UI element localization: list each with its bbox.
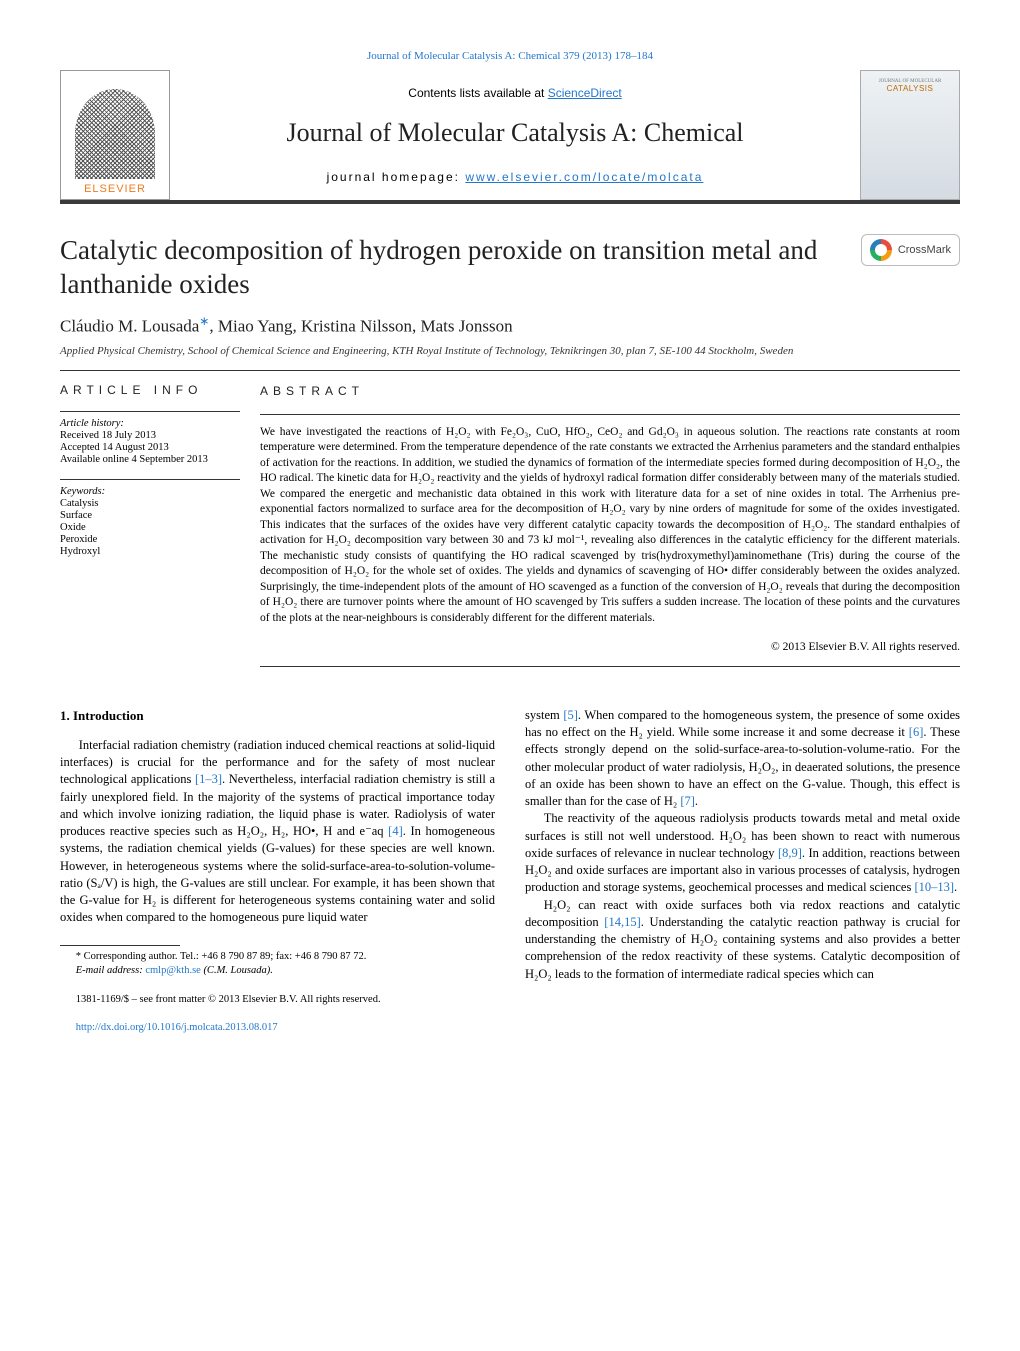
- online-date: Available online 4 September 2013: [60, 454, 240, 465]
- received-date: Received 18 July 2013: [60, 430, 240, 441]
- elsevier-tree-icon: [75, 89, 155, 179]
- affiliation: Applied Physical Chemistry, School of Ch…: [60, 344, 960, 358]
- author-1: Cláudio M. Lousada: [60, 316, 199, 335]
- author-4: Mats Jonsson: [420, 316, 512, 335]
- title-row: Catalytic decomposition of hydrogen pero…: [60, 234, 960, 314]
- abstract-rule: [260, 414, 960, 415]
- article-info-column: article info Article history: Received 1…: [60, 383, 260, 676]
- keyword: Oxide: [60, 522, 240, 533]
- cite-link[interactable]: [6]: [909, 725, 924, 739]
- elsevier-label: ELSEVIER: [84, 183, 146, 195]
- authors-line: Cláudio M. Lousada∗, Miao Yang, Kristina…: [60, 314, 960, 337]
- accepted-date: Accepted 14 August 2013: [60, 442, 240, 453]
- article-history-block: Article history: Received 18 July 2013 A…: [60, 418, 240, 465]
- cite-link[interactable]: [5]: [563, 708, 578, 722]
- intro-para-1: Interfacial radiation chemistry (radiati…: [60, 737, 495, 927]
- author-email-link[interactable]: cmlp@kth.se: [145, 965, 200, 976]
- crossmark-label: CrossMark: [898, 244, 951, 256]
- homepage-prefix: journal homepage:: [327, 170, 466, 184]
- abstract-heading: abstract: [260, 383, 960, 399]
- author-3: Kristina Nilsson: [301, 316, 412, 335]
- abstract-rule-bottom: [260, 666, 960, 667]
- issn-line: 1381-1169/$ – see front matter © 2013 El…: [60, 993, 495, 1007]
- keyword: Hydroxyl: [60, 546, 240, 557]
- contents-prefix: Contents lists available at: [408, 86, 547, 100]
- article-title: Catalytic decomposition of hydrogen pero…: [60, 234, 841, 302]
- info-rule-2: [60, 479, 240, 480]
- journal-homepage-line: journal homepage: www.elsevier.com/locat…: [190, 170, 840, 184]
- top-journal-reference: Journal of Molecular Catalysis A: Chemic…: [60, 50, 960, 62]
- contents-available-line: Contents lists available at ScienceDirec…: [190, 86, 840, 100]
- homepage-link[interactable]: www.elsevier.com/locate/molcata: [465, 170, 703, 184]
- keywords-label: Keywords:: [60, 486, 240, 497]
- intro-para-2: system [5]. When compared to the homogen…: [525, 707, 960, 811]
- body-two-column: 1. Introduction Interfacial radiation ch…: [60, 707, 960, 1036]
- corresponding-author-note: * Corresponding author. Tel.: +46 8 790 …: [60, 950, 495, 964]
- page-container: Journal of Molecular Catalysis A: Chemic…: [0, 0, 1020, 1085]
- p2b: . When compared to the homogeneous syste…: [525, 708, 960, 739]
- sciencedirect-link[interactable]: ScienceDirect: [548, 86, 622, 100]
- doi-link[interactable]: http://dx.doi.org/10.1016/j.molcata.2013…: [76, 1022, 278, 1033]
- intro-para-4: H₂O₂ can react with oxide surfaces both …: [525, 897, 960, 983]
- email-line: E-mail address: cmlp@kth.se (C.M. Lousad…: [60, 964, 495, 978]
- p3c: .: [954, 880, 957, 894]
- abstract-text: We have investigated the reactions of H₂…: [260, 425, 960, 627]
- journal-header: ELSEVIER Contents lists available at Sci…: [60, 70, 960, 204]
- footnote-block: * Corresponding author. Tel.: +46 8 790 …: [60, 945, 495, 1036]
- cite-link[interactable]: [4]: [388, 824, 403, 838]
- email-label: E-mail address:: [76, 965, 146, 976]
- journal-title: Journal of Molecular Catalysis A: Chemic…: [190, 118, 840, 148]
- cover-main-label: CATALYSIS: [887, 84, 934, 93]
- rule-above-info: [60, 370, 960, 371]
- email-suffix: (C.M. Lousada).: [201, 965, 273, 976]
- journal-cover-thumbnail: JOURNAL OF MOLECULAR CATALYSIS: [860, 70, 960, 200]
- info-abstract-row: article info Article history: Received 1…: [60, 383, 960, 676]
- cite-link[interactable]: [14,15]: [604, 915, 640, 929]
- footnote-separator: [60, 945, 180, 946]
- abstract-column: abstract We have investigated the reacti…: [260, 383, 960, 676]
- p1c: . In homogeneous systems, the radiation …: [60, 824, 495, 924]
- keyword: Surface: [60, 510, 240, 521]
- keywords-block: Keywords: Catalysis Surface Oxide Peroxi…: [60, 486, 240, 557]
- cite-link[interactable]: [10–13]: [914, 880, 954, 894]
- header-center: Contents lists available at ScienceDirec…: [190, 70, 840, 200]
- keyword: Peroxide: [60, 534, 240, 545]
- doi-line: http://dx.doi.org/10.1016/j.molcata.2013…: [60, 1021, 495, 1035]
- intro-para-3: The reactivity of the aqueous radiolysis…: [525, 810, 960, 896]
- cite-link[interactable]: [7]: [680, 794, 695, 808]
- elsevier-logo: ELSEVIER: [60, 70, 170, 200]
- author-2: Miao Yang: [218, 316, 293, 335]
- article-info-heading: article info: [60, 383, 240, 397]
- crossmark-icon: [870, 239, 892, 261]
- corr-asterisk[interactable]: ∗: [199, 314, 209, 328]
- cite-link[interactable]: [1–3]: [195, 772, 222, 786]
- section-heading-intro: 1. Introduction: [60, 707, 495, 725]
- cite-link[interactable]: [8,9]: [778, 846, 802, 860]
- crossmark-badge[interactable]: CrossMark: [861, 234, 960, 266]
- p2a: system: [525, 708, 563, 722]
- copyright-line: © 2013 Elsevier B.V. All rights reserved…: [260, 640, 960, 656]
- p2d: .: [695, 794, 698, 808]
- keyword: Catalysis: [60, 498, 240, 509]
- info-rule-1: [60, 411, 240, 412]
- history-label: Article history:: [60, 418, 240, 429]
